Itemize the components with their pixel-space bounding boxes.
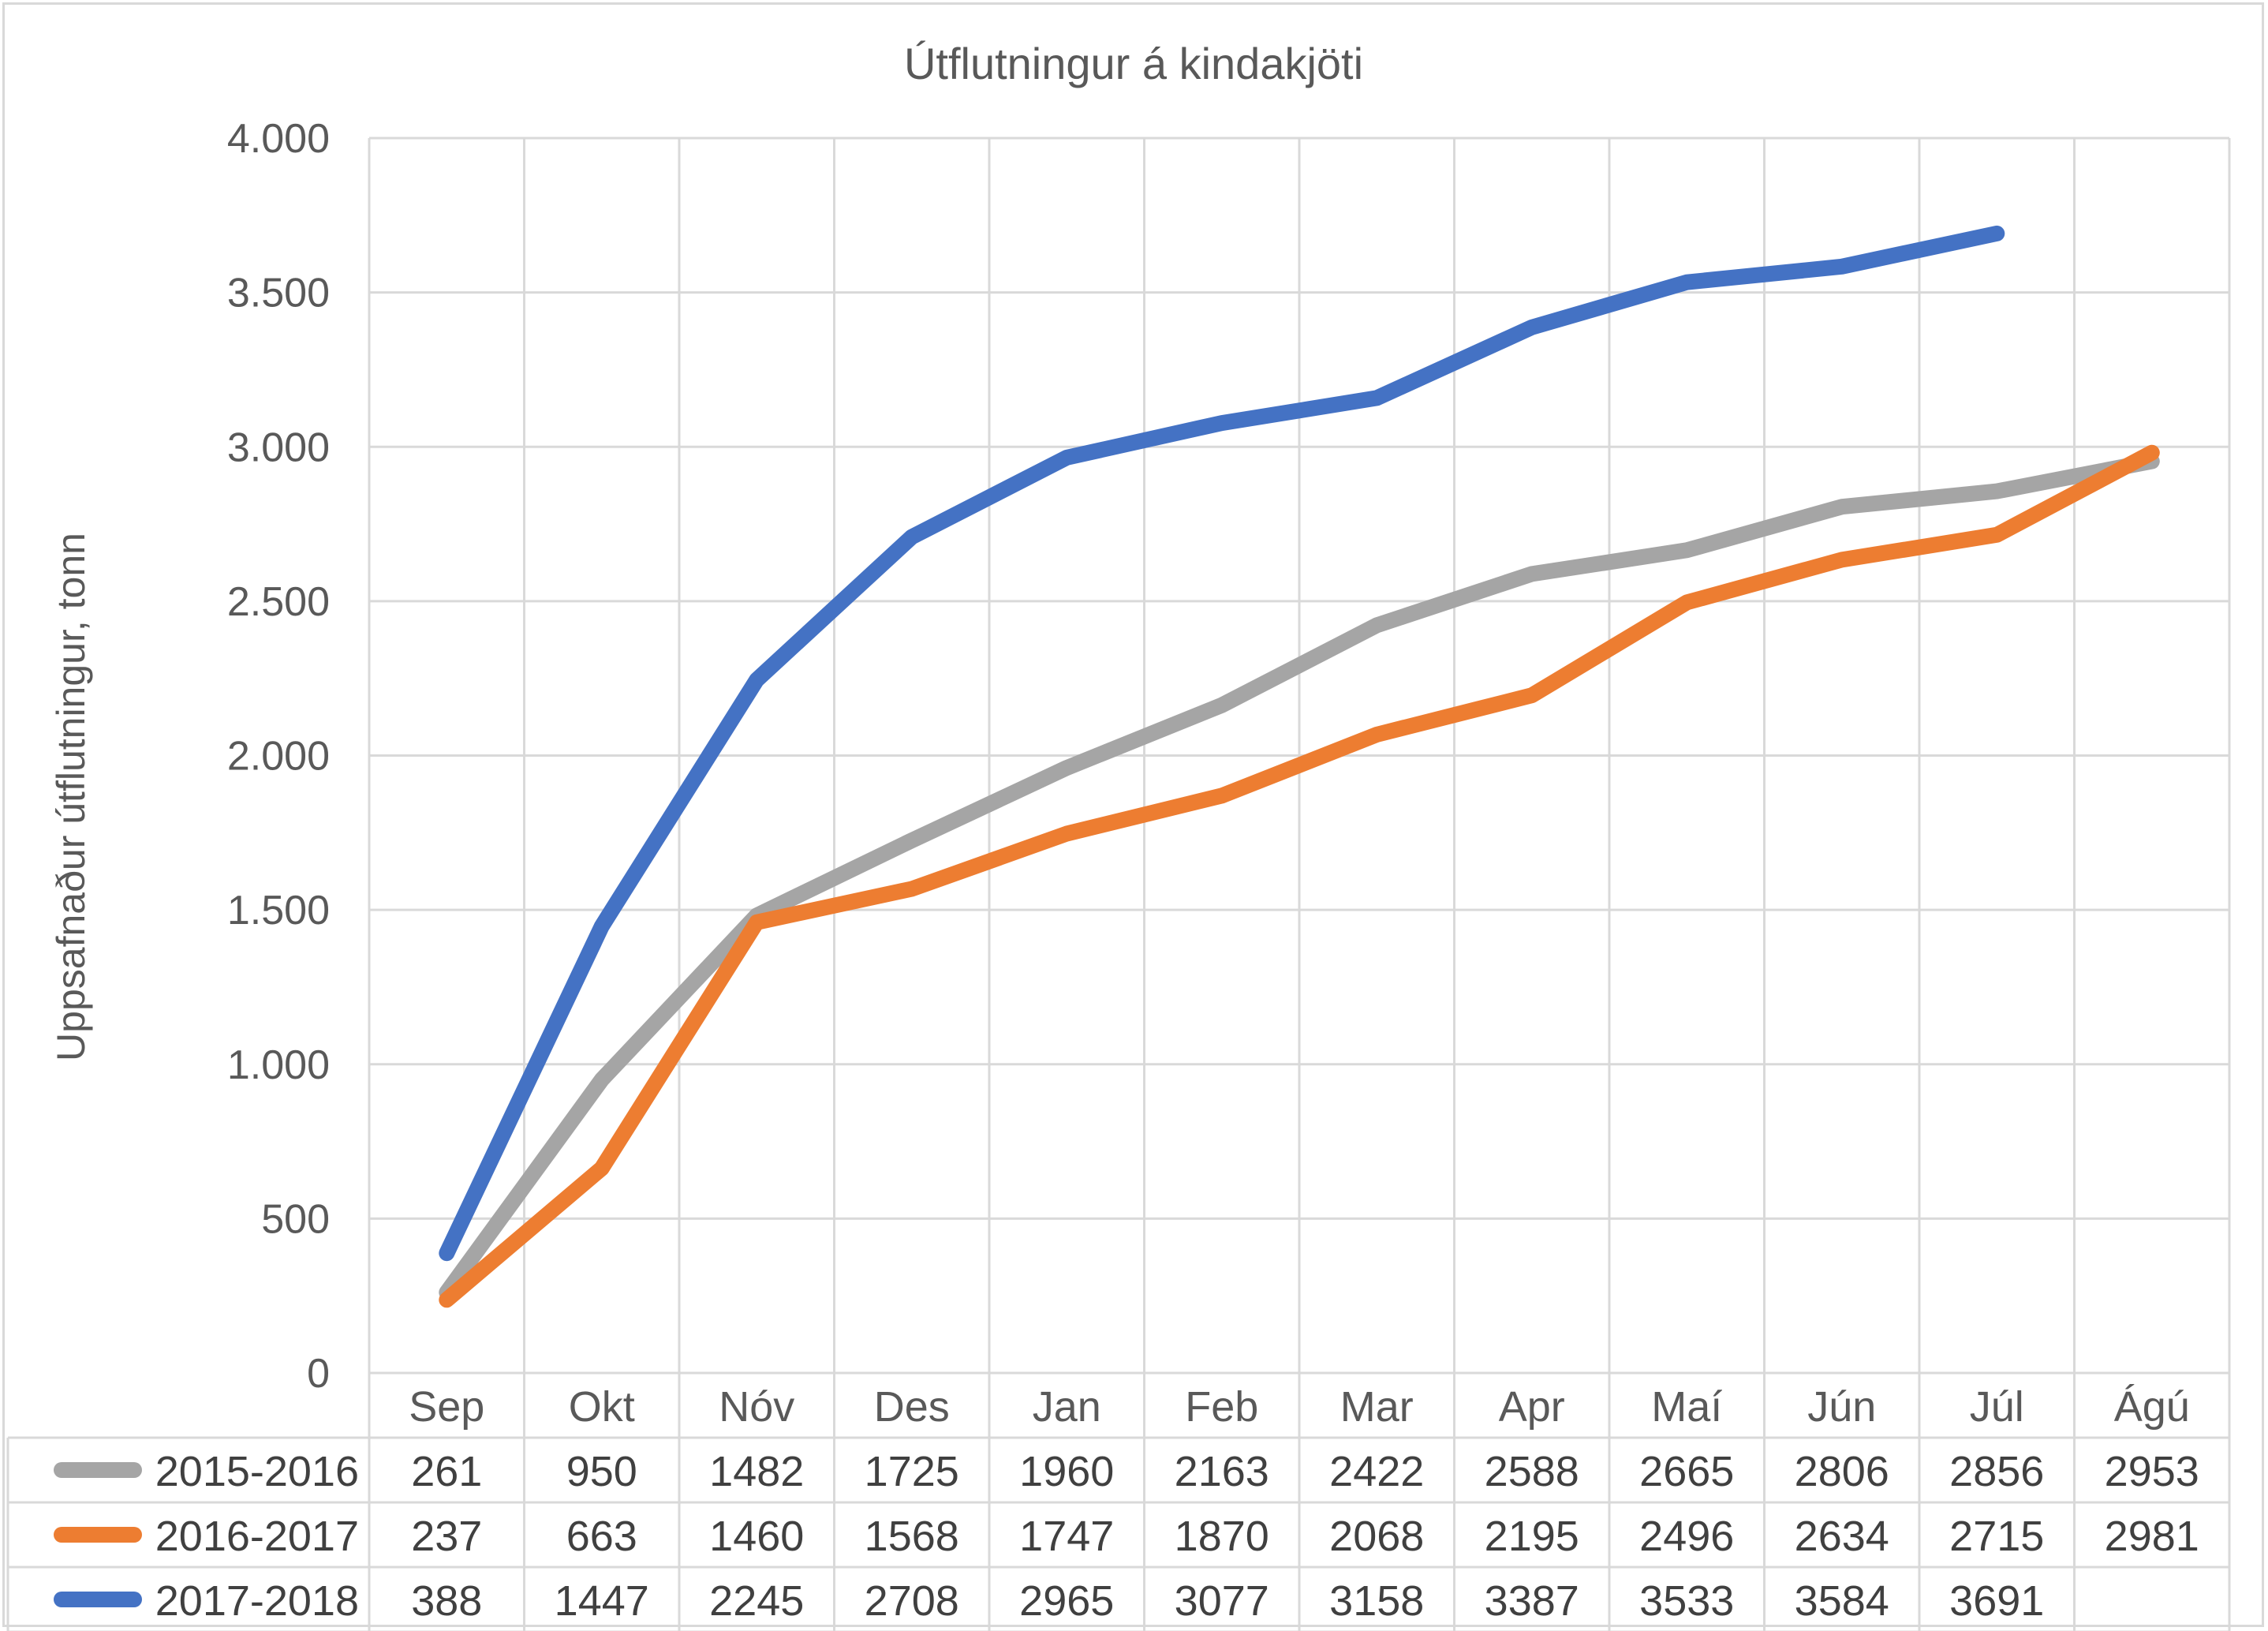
- table-cell: 3387: [1485, 1577, 1579, 1625]
- table-cell: 237: [411, 1513, 482, 1560]
- x-tick-label: Júl: [1970, 1383, 2024, 1431]
- y-tick-label: 4.000: [227, 116, 330, 162]
- table-cell: 2856: [1949, 1448, 2044, 1495]
- x-tick-label: Sep: [409, 1383, 484, 1431]
- gridlines: [368, 137, 2231, 1631]
- series-line: [439, 225, 2005, 1262]
- table-cell: 1960: [1019, 1448, 1114, 1495]
- table-cell: 2245: [709, 1577, 804, 1625]
- table-cell: 2068: [1329, 1513, 1424, 1560]
- y-tick-label: 2.000: [227, 734, 330, 780]
- table-cell: 1460: [709, 1513, 804, 1560]
- y-tick-label: 0: [307, 1351, 330, 1397]
- chart-title: Útflutningur á kindakjöti: [904, 39, 1363, 88]
- table-cell: 3584: [1795, 1577, 1889, 1625]
- table-cell: 2496: [1639, 1513, 1734, 1560]
- series-lines: [439, 225, 2160, 1308]
- series-name: 2016-2017: [155, 1513, 359, 1560]
- table-cell: 1482: [709, 1448, 804, 1495]
- table-cell: 2163: [1175, 1448, 1269, 1495]
- table-cell: 2981: [2105, 1513, 2199, 1560]
- x-tick-label: Apr: [1499, 1383, 1565, 1431]
- table-cell: 1568: [865, 1513, 959, 1560]
- series-line: [439, 453, 2160, 1300]
- table-cell: 3533: [1639, 1577, 1734, 1625]
- table-cell: 3691: [1949, 1577, 2044, 1625]
- table-cell: 1447: [555, 1577, 649, 1625]
- series-name: 2017-2018: [155, 1577, 359, 1625]
- series-name: 2015-2016: [155, 1448, 359, 1495]
- x-tick-label: Feb: [1185, 1383, 1258, 1431]
- table-cell: 2588: [1485, 1448, 1579, 1495]
- table-cell: 1725: [865, 1448, 959, 1495]
- x-tick-label: Des: [874, 1383, 950, 1431]
- x-tick-label: Jan: [1033, 1383, 1101, 1431]
- y-tick-label: 2.500: [227, 579, 330, 625]
- y-tick-label: 3.000: [227, 425, 330, 470]
- table-cell: 1747: [1019, 1513, 1114, 1560]
- y-tick-label: 3.500: [227, 271, 330, 316]
- table-cell: 388: [411, 1577, 482, 1625]
- y-tick-label: 1.500: [227, 888, 330, 933]
- table-cell: 2965: [1019, 1577, 1114, 1625]
- data-table: Sep Okt Nóv Des Jan Feb Mar Apr Maí Jún Júl Ágú 2015…: [6, 1383, 2229, 1631]
- table-cell: 3077: [1175, 1577, 1269, 1625]
- table-cell: 2195: [1485, 1513, 1579, 1560]
- table-cell: 663: [566, 1513, 637, 1560]
- x-tick-label: Nóv: [719, 1383, 794, 1431]
- table-cell: 2422: [1329, 1448, 1424, 1495]
- x-tick-label: Jún: [1807, 1383, 1876, 1431]
- table-cell: 2665: [1639, 1448, 1734, 1495]
- series-line: [439, 444, 2160, 1308]
- table-cell: 3158: [1329, 1577, 1424, 1625]
- table-cell: 2806: [1795, 1448, 1889, 1495]
- y-tick-label: 500: [261, 1196, 330, 1242]
- y-axis-title: Uppsafnaður útflutningur, tonn: [49, 533, 93, 1061]
- table-cell: 950: [566, 1448, 637, 1495]
- table-cell: 2634: [1795, 1513, 1889, 1560]
- y-axis-ticks: 0 500 1.000 1.500 2.000 2.500 3.000 3.500 4.000: [227, 116, 330, 1397]
- table-cell: 1870: [1175, 1513, 1269, 1560]
- x-tick-label: Maí: [1651, 1383, 1722, 1431]
- table-cell: 2708: [865, 1577, 959, 1625]
- x-tick-label: Ágú: [2114, 1383, 2190, 1431]
- x-tick-label: Mar: [1340, 1383, 1414, 1431]
- table-cell: 261: [411, 1448, 482, 1495]
- y-tick-label: 1.000: [227, 1042, 330, 1088]
- x-tick-label: Okt: [569, 1383, 635, 1431]
- table-cell: 2953: [2105, 1448, 2199, 1495]
- table-cell: 2715: [1949, 1513, 2044, 1560]
